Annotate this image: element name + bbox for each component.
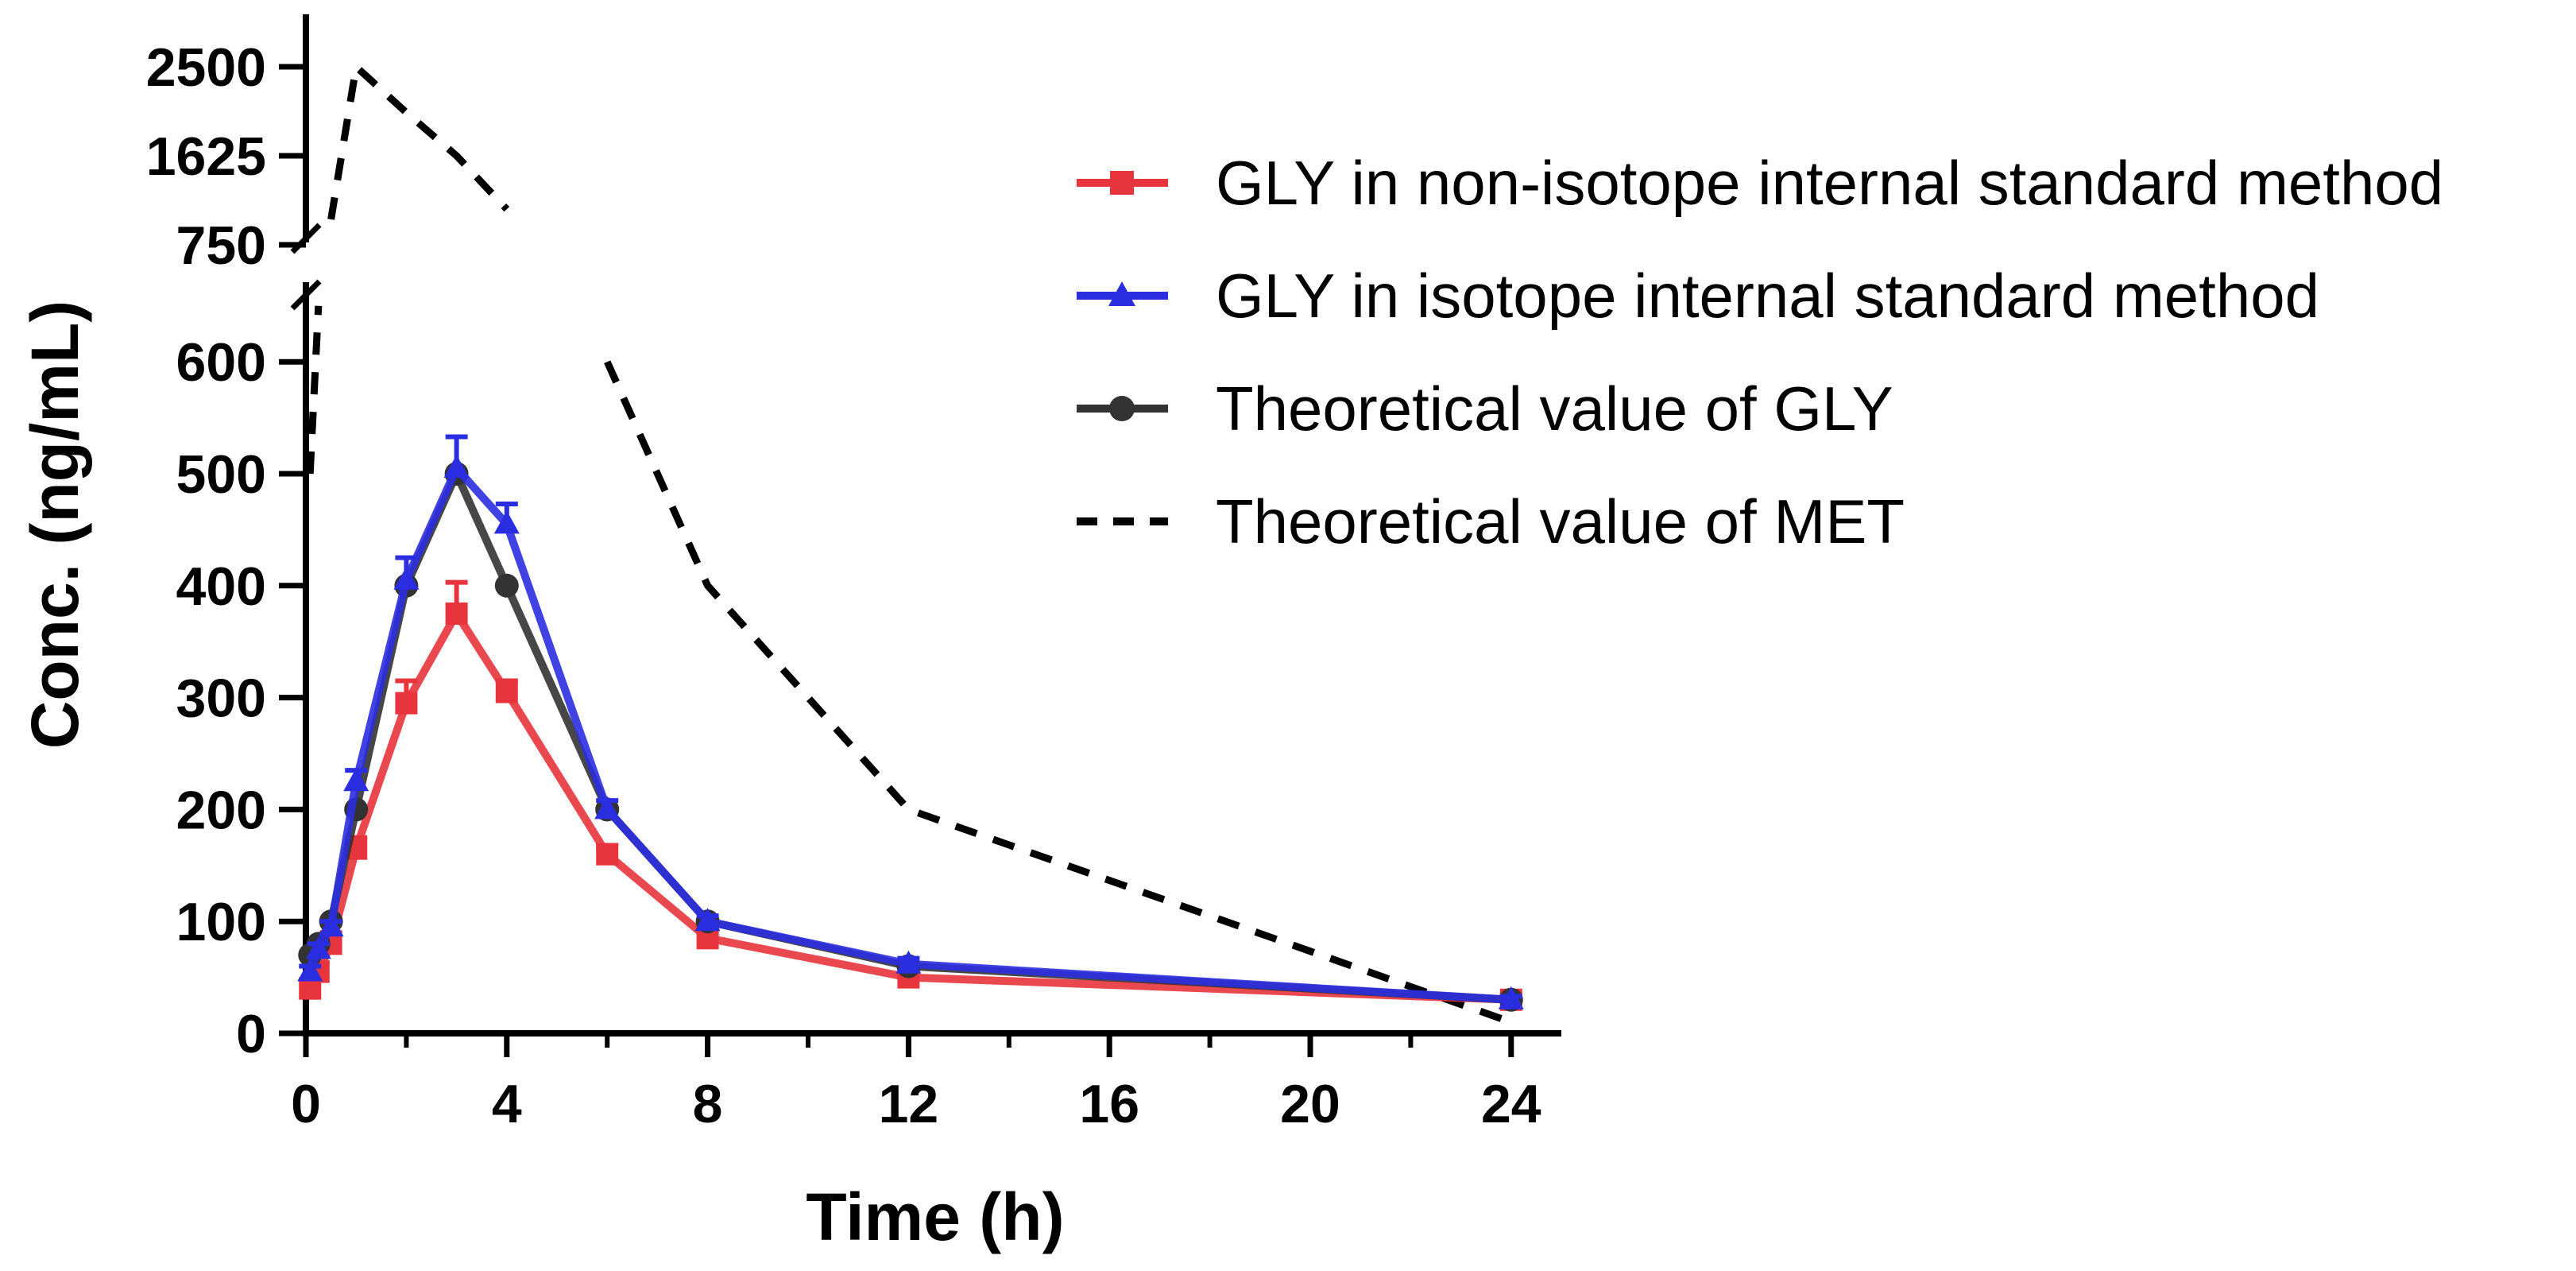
series-0 (299, 579, 1522, 1011)
x-axis-title: Time (h) (806, 1180, 1064, 1254)
series-layer (297, 63, 1524, 1026)
series-1-marker-0 (297, 958, 323, 982)
y-tick-label-0: 0 (236, 1004, 266, 1064)
legend-marker-1 (1108, 281, 1135, 306)
axes: 0 4 8 12 16 20 24 0 100 200 300 400 500 600 750 1625 250… (146, 14, 1561, 1134)
y-tick-label-500: 500 (176, 444, 266, 505)
series-1-marker-7 (594, 796, 621, 820)
legend-label-1: GLY in isotope internal standard method (1216, 261, 2319, 331)
series-3-line-1 (327, 63, 510, 220)
series-1-marker-9 (895, 950, 922, 974)
y-tick-label-750: 750 (176, 215, 266, 276)
series-0-marker-6 (495, 680, 518, 703)
y-axis-title: Conc. (ng/mL) (17, 300, 92, 750)
legend-marker-0 (1110, 171, 1134, 195)
series-0-line-0 (306, 610, 1511, 1004)
y-tick-label-300: 300 (176, 668, 266, 729)
series-1-marker-5 (443, 454, 470, 478)
legend-label-0: GLY in non-isotope internal standard met… (1216, 148, 2443, 218)
series-2-marker-6 (494, 573, 519, 598)
series-3-line-2 (604, 360, 1513, 1026)
legend-marker-2 (1109, 396, 1135, 421)
series-1-marker-8 (694, 908, 721, 932)
axis-break-mark-bottom (290, 279, 322, 311)
series-3-line-0 (306, 305, 323, 475)
x-tick-label-24: 24 (1481, 1074, 1541, 1134)
y-tick-label-600: 600 (176, 332, 266, 393)
x-tick-label-16: 16 (1079, 1074, 1139, 1134)
x-tick-label-20: 20 (1280, 1074, 1340, 1134)
x-tick-label-0: 0 (291, 1074, 321, 1134)
x-tick-label-12: 12 (879, 1074, 939, 1134)
series-1-marker-4 (393, 566, 420, 590)
series-1 (297, 434, 1524, 1009)
x-tick-label-4: 4 (492, 1074, 522, 1134)
series-3 (306, 63, 1513, 1026)
y-tick-label-200: 200 (176, 780, 266, 840)
x-tick-label-8: 8 (693, 1074, 723, 1134)
series-1-marker-10 (1498, 986, 1524, 1009)
y-tick-label-1625: 1625 (146, 126, 266, 187)
legend-label-3: Theoretical value of MET (1216, 486, 1905, 556)
series-1-marker-3 (343, 768, 369, 792)
series-1-marker-6 (493, 510, 520, 534)
y-tick-label-400: 400 (176, 556, 266, 617)
series-1-marker-1 (305, 936, 331, 959)
series-1-marker-2 (318, 913, 344, 937)
legend: GLY in non-isotope internal standard met… (1077, 148, 2443, 556)
y-tick-label-100: 100 (176, 892, 266, 952)
series-0-marker-4 (395, 692, 418, 715)
series-0-marker-7 (596, 843, 619, 866)
legend-label-2: Theoretical value of GLY (1216, 374, 1893, 444)
series-0-marker-5 (445, 603, 468, 625)
y-tick-label-2500: 2500 (146, 37, 266, 98)
